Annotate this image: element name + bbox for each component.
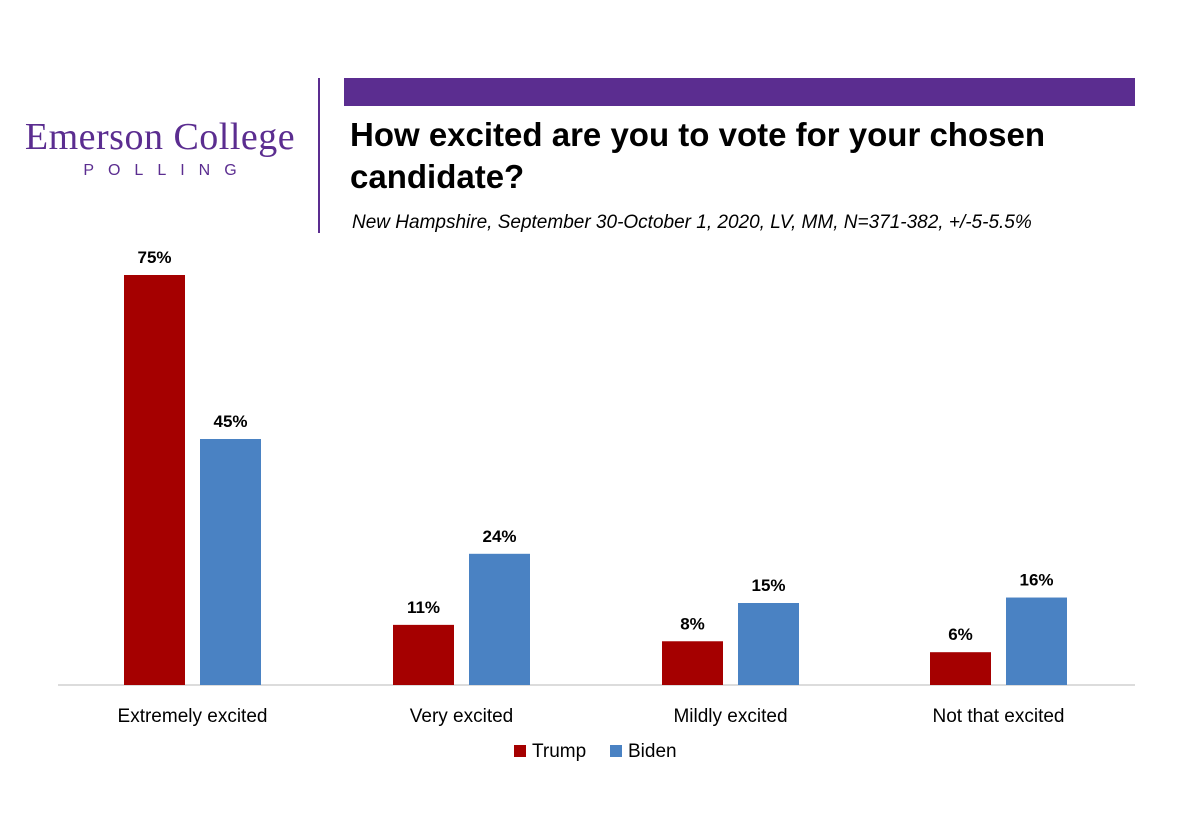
bar-trump-1 bbox=[393, 624, 454, 685]
category-label-1: Very excited bbox=[410, 706, 514, 727]
chart-title: How excited are you to vote for your cho… bbox=[350, 116, 1045, 195]
bar-biden-1 bbox=[469, 553, 530, 685]
logo-subtitle: POLLING bbox=[83, 162, 251, 179]
category-label-0: Extremely excited bbox=[118, 706, 268, 727]
legend-label-biden: Biden bbox=[628, 741, 677, 762]
bar-trump-3 bbox=[930, 652, 991, 685]
category-label-2: Mildly excited bbox=[673, 706, 787, 727]
data-label-trump-2: 8% bbox=[680, 614, 705, 633]
bar-biden-2 bbox=[738, 603, 799, 685]
legend-label-trump: Trump bbox=[532, 741, 586, 762]
legend-swatch-biden bbox=[610, 745, 622, 757]
chart-subtitle: New Hampshire, September 30-October 1, 2… bbox=[352, 212, 1032, 233]
data-label-biden-3: 16% bbox=[1019, 571, 1053, 590]
data-label-biden-1: 24% bbox=[482, 527, 516, 546]
accent-bar bbox=[344, 78, 1135, 106]
data-label-biden-2: 15% bbox=[751, 576, 785, 595]
header-divider bbox=[318, 78, 320, 233]
data-label-trump-1: 11% bbox=[407, 598, 440, 617]
bar-biden-0 bbox=[200, 439, 261, 685]
logo: Emerson College POLLING bbox=[20, 116, 300, 180]
bar-trump-0 bbox=[124, 275, 185, 685]
data-label-trump-3: 6% bbox=[948, 625, 973, 644]
bar-biden-3 bbox=[1006, 597, 1067, 685]
data-label-biden-0: 45% bbox=[213, 412, 247, 431]
category-label-3: Not that excited bbox=[932, 706, 1064, 727]
logo-title: Emerson College bbox=[24, 116, 296, 158]
data-label-trump-0: 75% bbox=[137, 248, 171, 267]
bar-trump-2 bbox=[662, 641, 723, 685]
legend-swatch-trump bbox=[514, 745, 526, 757]
